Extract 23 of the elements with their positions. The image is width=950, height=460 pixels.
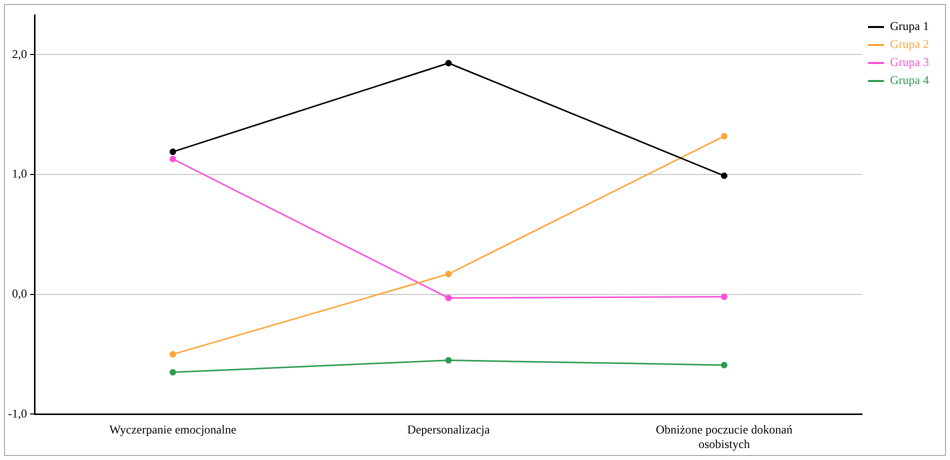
point <box>445 60 452 66</box>
x-tick-label: Wyczerpanie emocjonalne <box>109 422 236 437</box>
point <box>720 294 728 300</box>
point <box>170 156 176 162</box>
point <box>720 172 728 180</box>
y-tick-label: -1,0 <box>8 406 27 420</box>
legend-label: Grupa 4 <box>890 73 930 88</box>
point <box>445 357 452 364</box>
point <box>170 369 176 376</box>
point <box>445 294 452 302</box>
point <box>720 362 728 368</box>
point <box>720 132 728 140</box>
y-tick-label: 1,0 <box>12 166 27 181</box>
y-tick-label: 2,0 <box>12 46 27 61</box>
x-tick-label: Depersonalizacja <box>407 422 490 437</box>
legend-label: Grupa 1 <box>890 19 930 34</box>
point <box>170 351 176 358</box>
point <box>170 148 176 156</box>
x-tick-label: Obniżone poczucie dokonań osobistych <box>656 422 792 451</box>
point <box>445 270 452 278</box>
y-tick-label: 0,0 <box>12 286 27 301</box>
legend-label: Grupa 2 <box>890 37 930 52</box>
legend-label: Grupa 3 <box>890 55 930 70</box>
